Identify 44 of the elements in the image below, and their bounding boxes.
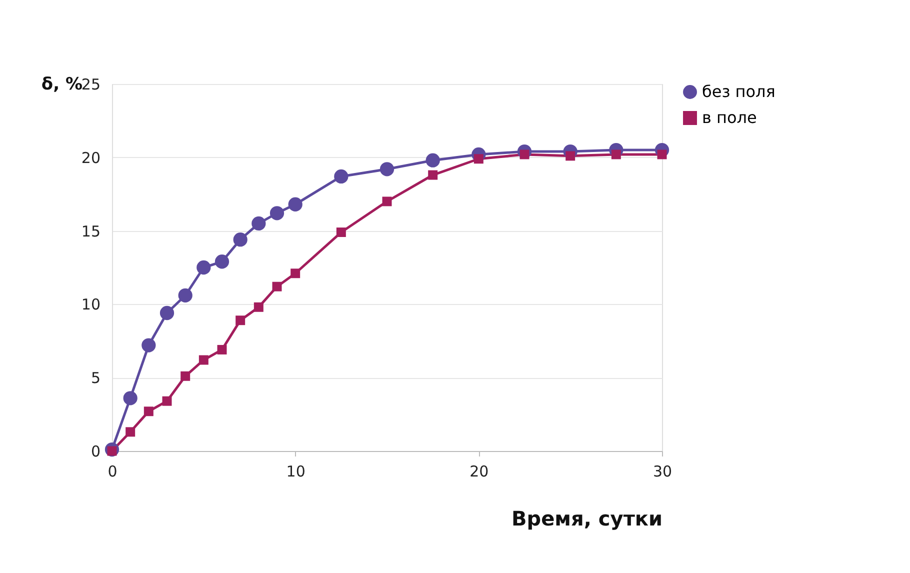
point xyxy=(382,196,392,206)
point xyxy=(236,316,246,326)
point xyxy=(144,406,154,416)
point xyxy=(142,338,156,352)
point xyxy=(217,344,227,354)
point xyxy=(196,260,211,275)
x-axis-title: Время, сутки xyxy=(512,506,662,530)
point xyxy=(214,254,230,269)
y-tick-label: 20 xyxy=(81,148,100,167)
point xyxy=(198,355,208,365)
point xyxy=(272,282,282,292)
point xyxy=(474,154,484,164)
x-tick-label: 0 xyxy=(108,462,118,480)
y-tick-label: 25 xyxy=(81,76,100,94)
legend-label: без поля xyxy=(702,82,776,101)
point xyxy=(611,150,621,160)
legend-label: в поле xyxy=(702,108,757,127)
point xyxy=(162,396,172,406)
point xyxy=(233,232,248,247)
point xyxy=(566,151,576,161)
point xyxy=(254,302,264,312)
point xyxy=(290,268,300,278)
x-tick-label: 10 xyxy=(286,462,306,480)
point xyxy=(126,427,136,437)
point xyxy=(178,288,192,302)
point xyxy=(180,371,190,381)
point xyxy=(336,228,346,238)
point xyxy=(334,169,348,184)
point xyxy=(123,391,138,406)
y-tick-label: 0 xyxy=(90,442,100,460)
point xyxy=(160,306,174,320)
point xyxy=(426,153,440,168)
point xyxy=(288,197,302,212)
y-tick-label: 10 xyxy=(81,296,100,314)
y-axis-title: δ, % xyxy=(41,74,82,94)
point xyxy=(657,150,667,160)
point xyxy=(428,170,438,180)
x-tick-label: 30 xyxy=(652,462,672,480)
x-tick-label: 20 xyxy=(470,462,489,480)
point xyxy=(252,216,266,231)
point xyxy=(380,162,394,176)
y-tick-label: 5 xyxy=(90,369,100,388)
point xyxy=(270,206,284,220)
y-tick-label: 15 xyxy=(81,222,100,240)
